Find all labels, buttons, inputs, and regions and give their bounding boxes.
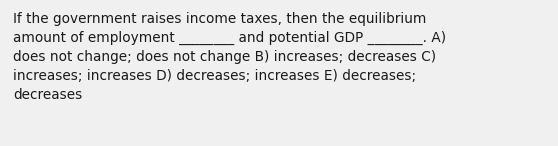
Text: If the government raises income taxes, then the equilibrium
amount of employment: If the government raises income taxes, t…	[13, 12, 446, 102]
